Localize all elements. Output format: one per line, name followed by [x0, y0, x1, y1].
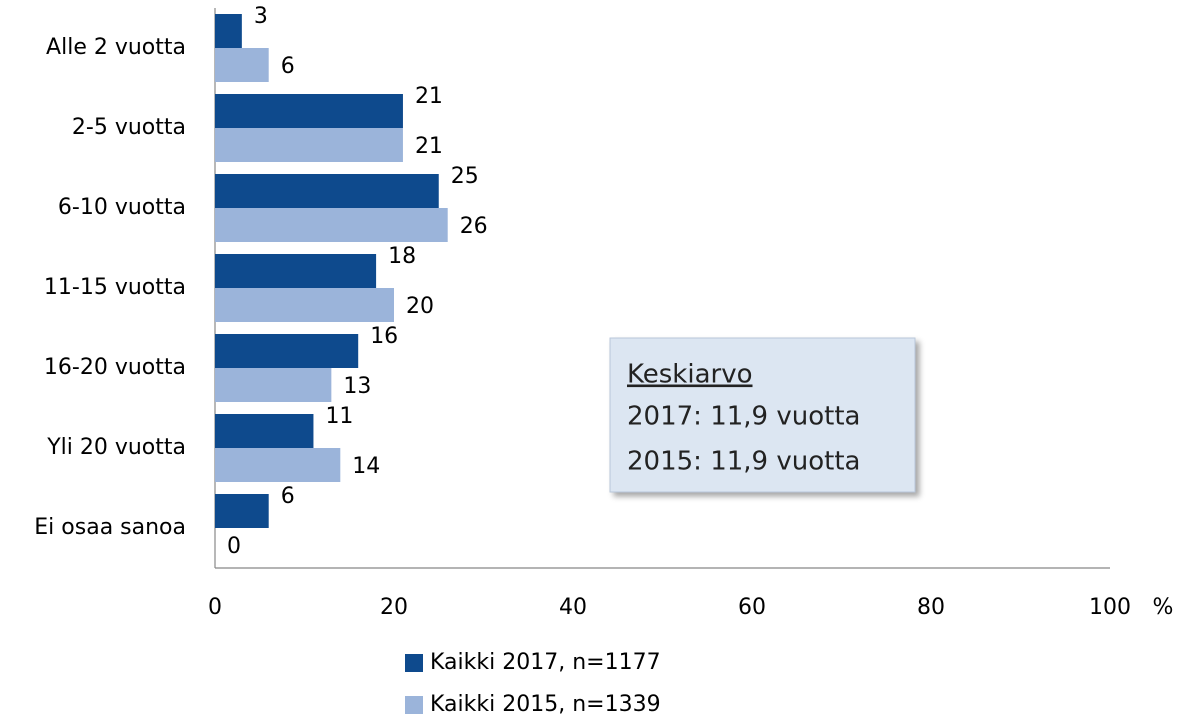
value-label: 11 [325, 404, 353, 429]
annotation-line: 2015: 11,9 vuotta [627, 447, 860, 477]
bar [215, 14, 242, 48]
x-tick-label: 80 [917, 595, 945, 620]
bar [215, 128, 403, 162]
annotation-line: 2017: 11,9 vuotta [627, 402, 860, 432]
bar [215, 208, 448, 242]
annotation-box [609, 337, 916, 493]
x-axis-label: % [1153, 595, 1174, 620]
y-tick-label: Ei osaa sanoa [34, 515, 186, 540]
y-tick-label: 2-5 vuotta [72, 115, 186, 140]
value-label: 14 [352, 454, 380, 479]
x-tick-label: 100 [1089, 595, 1131, 620]
x-tick-label: 60 [738, 595, 766, 620]
value-label: 6 [281, 54, 295, 79]
bar [215, 414, 314, 448]
bar [215, 174, 439, 208]
y-tick-label: Alle 2 vuotta [46, 35, 186, 60]
value-label: 21 [415, 134, 443, 159]
legend-label: Kaikki 2017, n=1177 [430, 650, 661, 675]
value-label: 16 [370, 324, 398, 349]
bar [215, 494, 269, 528]
bar [215, 448, 341, 482]
value-label: 0 [227, 534, 241, 559]
value-label: 20 [406, 294, 434, 319]
value-label: 13 [343, 374, 371, 399]
y-tick-label: 6-10 vuotta [58, 195, 186, 220]
y-tick-label: Yli 20 vuotta [46, 435, 186, 460]
value-label: 6 [281, 484, 295, 509]
value-label: 26 [460, 214, 488, 239]
y-tick-label: 16-20 vuotta [44, 355, 186, 380]
x-tick-label: 40 [559, 595, 587, 620]
value-label: 3 [254, 4, 268, 29]
bar [215, 94, 403, 128]
annotation-title: Keskiarvo [627, 360, 753, 390]
bar [215, 288, 394, 322]
value-label: 18 [388, 244, 416, 269]
x-tick-label: 20 [380, 595, 408, 620]
legend-swatch [405, 654, 423, 672]
bar [215, 254, 377, 288]
x-tick-label: 0 [208, 595, 222, 620]
bar [215, 334, 359, 368]
bar [215, 368, 332, 402]
legend-swatch [405, 696, 423, 714]
legend-label: Kaikki 2015, n=1339 [430, 692, 661, 717]
value-label: 25 [451, 164, 479, 189]
bar [215, 48, 269, 82]
value-label: 21 [415, 84, 443, 109]
y-tick-label: 11-15 vuotta [44, 275, 186, 300]
